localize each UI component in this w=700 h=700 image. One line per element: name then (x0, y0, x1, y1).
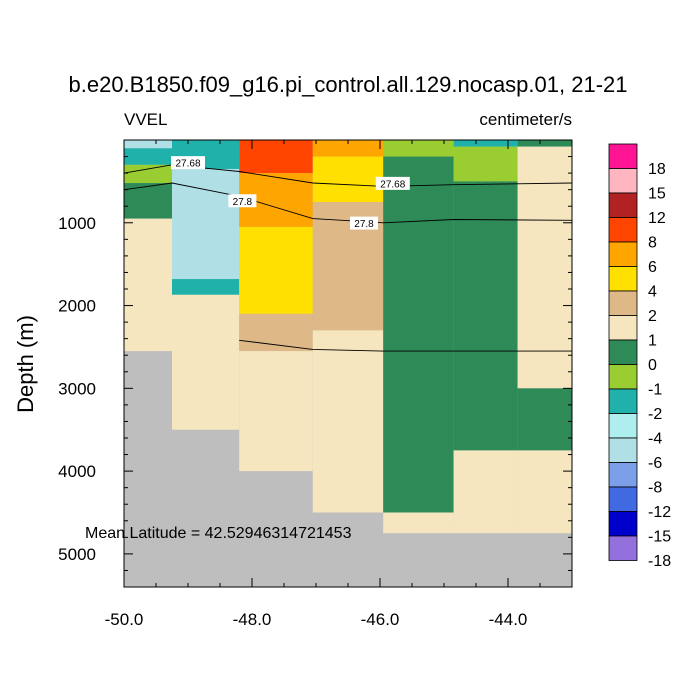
velocity-cell-2-3 (239, 226, 313, 314)
velocity-cell-0-4 (124, 218, 172, 352)
y-tick-label: 3000 (58, 379, 96, 398)
colorbar-label: 2 (648, 308, 657, 325)
chart-title: b.e20.B1850.f09_g16.pi_control.all.129.n… (69, 72, 628, 97)
velocity-cell-1-1 (172, 168, 240, 280)
plot-area (124, 140, 572, 587)
velocity-cell-3-1 (312, 156, 384, 203)
colorbar-label: 0 (648, 357, 657, 374)
contour-layer: 27.68 27.68 27.8 27.8 (123, 156, 573, 352)
colorbar-swatch (608, 241, 638, 267)
velocity-cell-0-2 (124, 164, 172, 184)
colorbar-label: -2 (648, 406, 662, 423)
colorbar-swatch (608, 266, 638, 292)
y-tick-label: 1000 (58, 214, 96, 233)
velocity-cell-6-1 (517, 146, 572, 389)
colorbar-swatch (608, 290, 638, 316)
colorbar-label: -1 (648, 382, 662, 399)
colorbar-swatch (608, 339, 638, 365)
colorbar-label: -8 (648, 480, 662, 497)
colorbar-label: 15 (648, 186, 666, 203)
colorbar-label: -12 (648, 504, 671, 521)
contour-label-1-1: 27.8 (354, 219, 374, 230)
y-tick-label: 5000 (58, 545, 96, 564)
contour-label-0-1: 27.68 (380, 179, 405, 190)
colorbar-label: 6 (648, 259, 657, 276)
velocity-cell-6-0 (517, 140, 572, 147)
colorbar-swatch (608, 315, 638, 341)
colorbar-label: -15 (648, 529, 671, 546)
colorbar-label: -6 (648, 455, 662, 472)
x-tick-label: -48.0 (233, 610, 272, 629)
colorbar-label: 4 (648, 284, 657, 301)
velocity-cell-5-1 (453, 146, 518, 182)
colorbar-label: 12 (648, 210, 666, 227)
colorbar-swatch (608, 511, 638, 537)
velocity-cell-1-3 (172, 294, 240, 430)
contour-label-bg-1-0 (228, 194, 257, 208)
colorbar-swatch (608, 168, 638, 194)
colorbar-label: -18 (648, 553, 671, 570)
velocity-cell-3-0 (312, 140, 384, 157)
colorbar: 18 15 12 8 6 4 2 1 0 -1 -2 -4 -6 -8 -12 -15 -18 (608, 143, 671, 570)
contour-label-0-0: 27.68 (175, 159, 200, 170)
velocity-cell-2-5 (239, 351, 313, 472)
y-tick-label: 2000 (58, 297, 96, 316)
density-contour-2 (239, 339, 572, 352)
colorbar-swatch (608, 413, 638, 439)
velocity-cell-4-0 (383, 140, 454, 157)
mean-latitude-annotation: Mean Latitude = 42.52946314721453 (85, 525, 352, 542)
velocity-cell-0-1 (124, 148, 172, 165)
colorbar-label: 8 (648, 235, 657, 252)
velocity-cell-5-0 (453, 140, 518, 147)
velocity-cell-5-3 (453, 450, 518, 534)
x-tick-label: -44.0 (489, 610, 528, 629)
velocity-cell-0-0 (124, 140, 172, 149)
contour-label-1-0: 27.8 (233, 197, 253, 208)
units-label: centimeter/s (479, 110, 572, 129)
velocity-cell-1-2 (172, 279, 240, 295)
velocity-cell-2-0 (239, 140, 313, 174)
axes-layer: -50.0 -48.0 -46.0 -44.0 1000 2000 3000 4000 5000 (58, 139, 573, 629)
velocity-cell-3-3 (312, 330, 384, 513)
velocity-cell-6-3 (517, 450, 572, 534)
colorbar-swatch (608, 437, 638, 463)
contour-label-bg-0-0 (171, 156, 205, 170)
colorbar-swatch (608, 217, 638, 243)
colorbar-swatch (608, 462, 638, 488)
density-contour-1 (123, 182, 573, 224)
velocity-cell-6-2 (517, 388, 572, 451)
velocity-cell-2-4 (239, 313, 313, 352)
colorbar-swatch (608, 535, 638, 561)
velocity-cell-5-2 (453, 181, 518, 451)
variable-label: VVEL (124, 110, 167, 129)
colorbar-label: 1 (648, 333, 657, 350)
colorbar-label: -4 (648, 431, 662, 448)
x-tick-label: -46.0 (361, 610, 400, 629)
contour-label-bg-1-1 (350, 216, 378, 230)
colorbar-swatch (608, 486, 638, 512)
colorbar-swatch (608, 192, 638, 218)
x-tick-label: -50.0 (105, 610, 144, 629)
velocity-cell-4-1 (383, 156, 454, 513)
colorbar-swatch (608, 364, 638, 390)
colorbar-swatch (608, 143, 638, 169)
colorbar-label: 18 (648, 161, 666, 178)
y-axis-label: Depth (m) (13, 315, 38, 413)
y-tick-label: 4000 (58, 462, 96, 481)
colorbar-swatch (608, 388, 638, 414)
contour-label-bg-0-1 (375, 176, 410, 190)
velocity-cell-4-2 (383, 512, 454, 534)
